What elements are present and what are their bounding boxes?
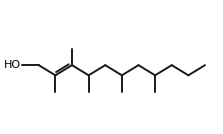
Text: HO: HO <box>4 60 21 70</box>
